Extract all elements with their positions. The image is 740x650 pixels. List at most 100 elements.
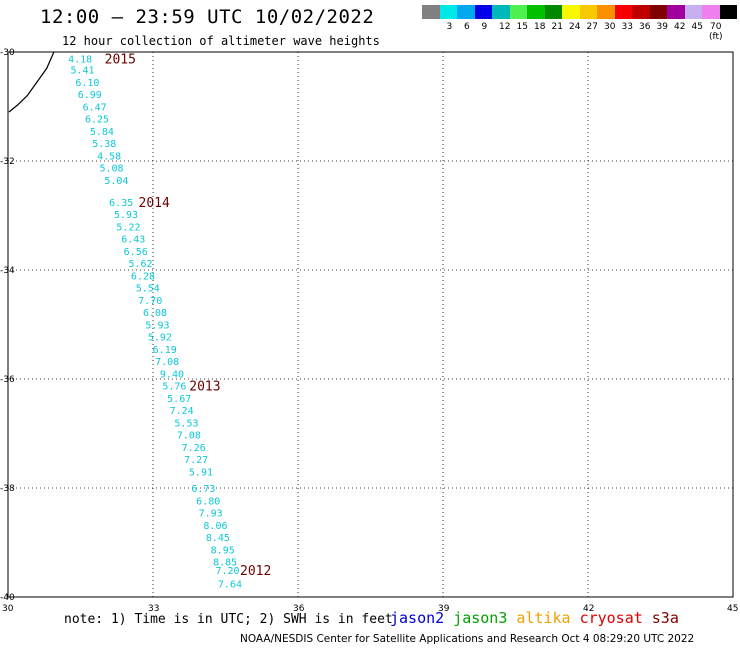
legend-label: 6 (464, 22, 470, 32)
wave-height-label: 5.62 (129, 259, 153, 270)
legend-label: 12 (499, 22, 511, 32)
wave-height-label: 8.85 (213, 558, 237, 569)
year-label: 2014 (139, 196, 170, 211)
wave-height-label: 7.08 (177, 431, 201, 442)
wave-height-label: 6.08 (143, 308, 167, 319)
wave-height-label: 6.47 (83, 103, 107, 114)
credit-line: NOAA/NESDIS Center for Satellite Applica… (240, 633, 695, 645)
wave-height-label: 6.10 (75, 78, 99, 89)
legend-label: 36 (639, 22, 651, 32)
x-tick-label: 39 (438, 604, 450, 614)
wave-height-label: 7.26 (182, 443, 206, 454)
wave-height-label: 5.04 (104, 176, 128, 187)
x-tick-label: 33 (148, 604, 159, 614)
legend-label: 33 (621, 22, 633, 32)
legend-swatch (667, 5, 685, 19)
y-tick-label: -38 (0, 484, 15, 494)
wave-height-label: 7.20 (216, 566, 240, 577)
legend-label: 21 (551, 22, 563, 32)
wave-height-label: 6.99 (78, 90, 102, 101)
wave-height-label: 5.84 (90, 127, 114, 138)
coastline (8, 51, 55, 113)
legend-label: 45 (691, 22, 703, 32)
wave-height-label: 5.22 (116, 222, 140, 233)
satellite-jason2: jason2 (390, 609, 445, 627)
wave-height-label: 9.40 (160, 370, 184, 381)
wave-height-label: 5.38 (92, 139, 116, 150)
page-title: 12:00 – 23:59 UTC 10/02/2022 (40, 6, 375, 28)
legend-label: 3 (446, 22, 453, 32)
legend-label: 9 (481, 22, 488, 32)
wave-height-label: 8.45 (206, 533, 230, 544)
wave-height-label: 7.70 (138, 296, 162, 307)
wave-height-label: 8.95 (211, 546, 235, 557)
legend-label: 24 (569, 22, 581, 32)
legend-swatch (614, 5, 632, 19)
wave-height-label: 5.54 (136, 283, 160, 294)
legend-swatch (509, 5, 527, 19)
wave-height-label: 7.64 (218, 579, 242, 590)
wave-height-label: 8.06 (203, 521, 227, 532)
wave-height-label: 6.28 (131, 271, 155, 282)
page-subtitle: 12 hour collection of altimeter wave hei… (62, 34, 380, 48)
legend-label: 27 (586, 22, 598, 32)
wave-height-label: 5.08 (100, 164, 124, 175)
x-tick-label: 30 (2, 604, 14, 614)
wave-height-label: 6.73 (191, 484, 215, 495)
x-tick-label: 36 (293, 604, 305, 614)
y-tick-label: -40 (0, 593, 15, 603)
satellite-altika: altika (516, 609, 571, 627)
wave-height-label: 7.08 (155, 357, 179, 368)
legend-swatch (457, 5, 475, 19)
wave-height-label: 6.19 (153, 345, 177, 356)
wave-height-label: 5.76 (162, 382, 186, 393)
legend-swatch (492, 5, 510, 19)
wave-height-label: 4.18 (68, 55, 92, 66)
map-frame (7, 51, 734, 598)
wave-height-label: 4.58 (97, 152, 121, 163)
wave-height-label: 5.91 (189, 468, 213, 479)
legend-label: 39 (656, 22, 668, 32)
legend-swatch (439, 5, 457, 19)
legend-swatch (474, 5, 492, 19)
year-label: 2012 (240, 564, 271, 579)
legend-swatch (684, 5, 702, 19)
wave-height-label: 7.24 (170, 406, 194, 417)
footnote: note: 1) Time is in UTC; 2) SWH is in fe… (64, 612, 393, 627)
satellite-s3a: s3a (651, 609, 679, 627)
wave-height-label: 6.35 (109, 198, 133, 209)
legend-swatch (702, 5, 720, 19)
legend-label: 15 (516, 22, 528, 32)
y-tick-label: -34 (0, 266, 15, 276)
wave-height-label: 5.67 (167, 394, 191, 405)
legend-swatch (632, 5, 650, 19)
legend-label: 18 (534, 22, 546, 32)
wave-height-label: 6.80 (196, 497, 220, 508)
satellite-legend: jason2 jason3 altika cryosat s3a (390, 609, 688, 627)
y-tick-label: -30 (0, 48, 15, 58)
x-tick-label: 45 (727, 604, 738, 614)
x-tick-label: 42 (583, 604, 594, 614)
year-label: 2013 (189, 380, 220, 395)
wave-height-label: 5.41 (71, 65, 95, 76)
legend-swatch (544, 5, 562, 19)
legend-swatch (597, 5, 615, 19)
wave-height-label: 5.93 (114, 210, 138, 221)
legend-swatch (527, 5, 545, 19)
year-label: 2015 (105, 53, 136, 68)
legend-label: 42 (674, 22, 686, 32)
legend-swatch (422, 5, 440, 19)
wave-height-label: 6.56 (124, 247, 148, 258)
legend-swatch (579, 5, 597, 19)
satellite-cryosat: cryosat (579, 609, 643, 627)
legend-swatch (719, 5, 737, 19)
y-tick-label: -36 (0, 375, 15, 385)
legend-swatch (562, 5, 580, 19)
wave-height-label: 6.25 (85, 114, 109, 125)
wave-height-label: 7.93 (199, 509, 223, 520)
wave-height-label: 5.93 (145, 321, 169, 332)
wave-height-label: 5.53 (174, 419, 198, 430)
wave-height-label: 7.27 (184, 455, 208, 466)
legend-label: 30 (604, 22, 616, 32)
wave-height-label: 6.43 (121, 234, 145, 245)
